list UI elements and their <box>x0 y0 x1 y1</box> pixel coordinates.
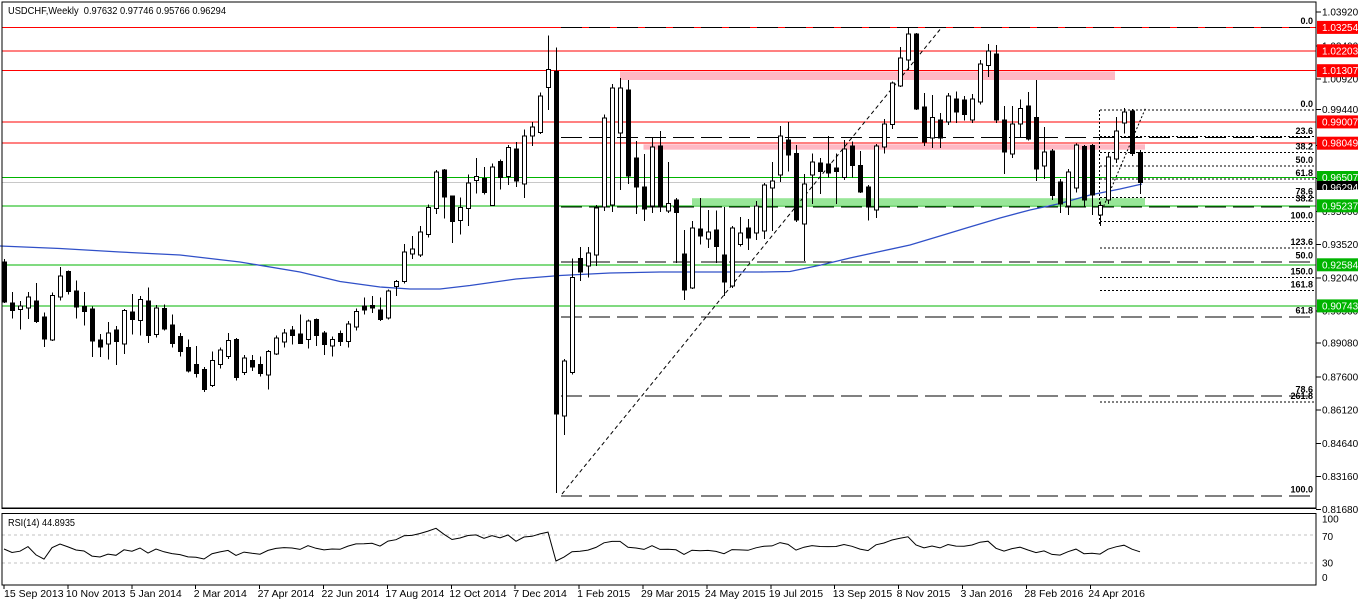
svg-text:1.03254: 1.03254 <box>1322 23 1358 34</box>
svg-text:0.0: 0.0 <box>1300 16 1313 26</box>
svg-text:61.8: 61.8 <box>1295 306 1313 316</box>
svg-text:0: 0 <box>1322 573 1328 584</box>
svg-text:17 Aug 2014: 17 Aug 2014 <box>385 588 444 600</box>
svg-text:1.01307: 1.01307 <box>1322 66 1358 77</box>
svg-text:50.0: 50.0 <box>1295 155 1313 165</box>
svg-text:28 Feb 2016: 28 Feb 2016 <box>1024 588 1083 600</box>
svg-text:38.2: 38.2 <box>1295 142 1313 152</box>
svg-text:0.84640: 0.84640 <box>1322 439 1358 450</box>
svg-text:24 May 2015: 24 May 2015 <box>705 588 766 600</box>
svg-text:1.03920: 1.03920 <box>1322 8 1358 19</box>
svg-text:123.6: 123.6 <box>1290 237 1313 247</box>
svg-text:0.96507: 0.96507 <box>1322 173 1358 184</box>
svg-text:0.98049: 0.98049 <box>1322 139 1358 150</box>
svg-text:24 Apr 2016: 24 Apr 2016 <box>1088 588 1145 600</box>
svg-text:1 Feb 2015: 1 Feb 2015 <box>577 588 630 600</box>
svg-text:0.92040: 0.92040 <box>1322 273 1358 284</box>
svg-text:0.96294: 0.96294 <box>1322 183 1358 194</box>
svg-text:100.0: 100.0 <box>1290 211 1313 221</box>
svg-text:78.6: 78.6 <box>1295 187 1313 197</box>
svg-text:78.6: 78.6 <box>1295 385 1313 395</box>
svg-text:19 Jul 2015: 19 Jul 2015 <box>769 588 823 600</box>
svg-text:8 Nov 2015: 8 Nov 2015 <box>897 588 951 600</box>
svg-text:29 Mar 2015: 29 Mar 2015 <box>641 588 700 600</box>
svg-text:23.6: 23.6 <box>1295 126 1313 136</box>
svg-text:161.8: 161.8 <box>1290 279 1313 289</box>
svg-text:13 Sep 2015: 13 Sep 2015 <box>833 588 893 600</box>
svg-text:0.83160: 0.83160 <box>1322 472 1358 483</box>
svg-text:0.99440: 0.99440 <box>1322 105 1358 116</box>
svg-text:3 Jan 2016: 3 Jan 2016 <box>961 588 1013 600</box>
svg-text:150.0: 150.0 <box>1290 266 1313 276</box>
svg-text:0.89080: 0.89080 <box>1322 339 1358 350</box>
svg-text:0.95237: 0.95237 <box>1322 201 1358 212</box>
svg-text:261.8: 261.8 <box>1290 391 1313 401</box>
svg-text:0.0: 0.0 <box>1300 99 1313 109</box>
svg-text:5 Jan 2014: 5 Jan 2014 <box>130 588 182 600</box>
svg-text:38.2: 38.2 <box>1295 194 1313 204</box>
svg-text:0.90743: 0.90743 <box>1322 301 1358 312</box>
svg-text:7 Dec 2014: 7 Dec 2014 <box>513 588 567 600</box>
svg-text:10 Nov 2013: 10 Nov 2013 <box>66 588 126 600</box>
svg-text:1.02203: 1.02203 <box>1322 46 1358 57</box>
svg-text:22 Jun 2014: 22 Jun 2014 <box>322 588 380 600</box>
svg-text:0.86120: 0.86120 <box>1322 406 1358 417</box>
svg-text:100: 100 <box>1322 515 1339 526</box>
svg-text:RSI(14) 44.8935: RSI(14) 44.8935 <box>8 517 75 529</box>
svg-text:0.81680: 0.81680 <box>1322 505 1358 516</box>
svg-text:USDCHF,Weekly 0.97632 0.97746: USDCHF,Weekly 0.97632 0.97746 0.95766 0.… <box>8 5 226 17</box>
svg-text:0.92584: 0.92584 <box>1322 260 1358 271</box>
svg-text:50.0: 50.0 <box>1295 251 1313 261</box>
svg-text:0.99007: 0.99007 <box>1322 117 1358 128</box>
svg-text:12 Oct 2014: 12 Oct 2014 <box>449 588 506 600</box>
svg-text:27 Apr 2014: 27 Apr 2014 <box>258 588 315 600</box>
svg-text:0.93520: 0.93520 <box>1322 240 1358 251</box>
svg-text:0.87600: 0.87600 <box>1322 373 1358 384</box>
svg-text:30: 30 <box>1322 559 1334 570</box>
svg-text:70: 70 <box>1322 532 1334 543</box>
svg-text:1.00920: 1.00920 <box>1322 75 1358 86</box>
svg-text:100.0: 100.0 <box>1290 485 1313 495</box>
svg-text:61.8: 61.8 <box>1295 168 1313 178</box>
svg-text:15 Sep 2013: 15 Sep 2013 <box>4 588 64 600</box>
svg-text:2 Mar 2014: 2 Mar 2014 <box>194 588 247 600</box>
svg-text:0.95000: 0.95000 <box>1322 207 1358 218</box>
